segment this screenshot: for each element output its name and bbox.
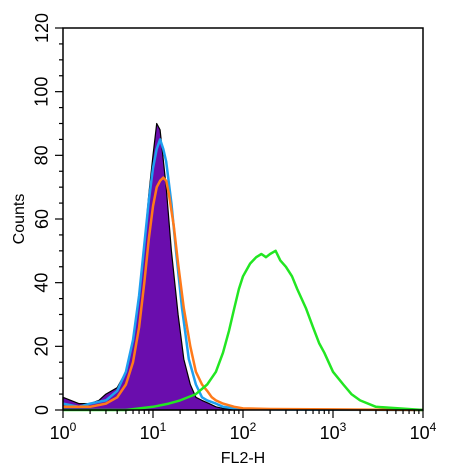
y-tick-label: 100 [32,77,52,107]
x-tick-label: 102 [230,420,257,443]
y-tick-label: 120 [32,13,52,43]
tick-layer: 100 101 102 103 104 0 20 40 60 80 100 120 [32,13,437,443]
y-tick-label: 20 [32,336,52,356]
y-tick-label: 40 [32,273,52,293]
x-tick-label: 101 [140,420,167,443]
plot-frame [62,27,424,411]
y-tick-label: 60 [32,209,52,229]
x-axis-title: FL2-H [221,450,265,467]
x-tick-label: 100 [50,420,77,443]
y-tick-label: 0 [32,405,52,415]
y-axis-title: Counts [11,194,28,245]
series-0-line [62,122,244,411]
x-tick-label: 104 [410,420,437,443]
series-1-line [62,138,424,412]
series-2-line [63,176,424,412]
series-3-line [63,249,424,412]
series-layer [62,122,424,412]
x-tick-label: 103 [320,420,347,443]
y-tick-label: 80 [32,145,52,165]
